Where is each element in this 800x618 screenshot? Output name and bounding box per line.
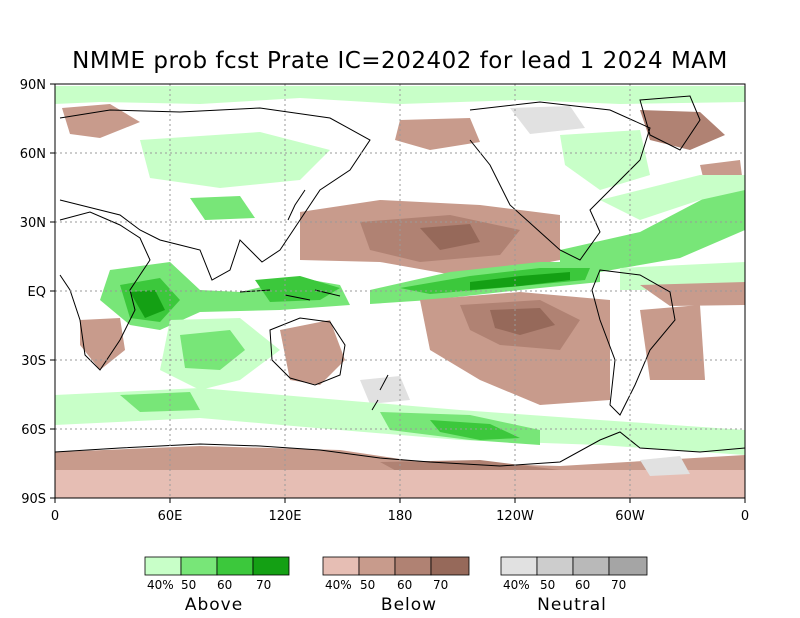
legend-tick: 50 [181,578,196,592]
coastline-new-zealand [371,374,389,411]
coastline-antarctica [55,431,745,467]
lon-label-60e: 60E [158,509,183,524]
axis-ticks [50,83,746,503]
legend-neutral: 40% 50 60 70 Neutral [500,556,648,615]
above-region [130,290,165,318]
legend-name-below: Below [381,595,437,615]
legend-swatch-above-50 [180,556,218,576]
neutral-region [640,456,690,476]
below-region [490,308,555,335]
lat-label-30n: 30N [20,216,46,231]
lon-label-120w: 120W [496,509,534,524]
legend-swatch-neutral-40 [500,556,538,576]
lat-label-60s: 60S [21,423,46,438]
lat-label-30s: 30S [21,354,46,369]
legend-tick: 70 [433,578,448,592]
legend-tick: 70 [611,578,626,592]
above-region [255,276,340,302]
below-region [420,224,480,250]
above-region [140,132,330,188]
neutral-region [510,106,585,134]
legend-tick: 40% [503,578,530,592]
lat-label-90s: 90S [21,492,46,507]
above-region [190,196,255,220]
legend-below: 40% 50 60 70 Below [322,556,470,615]
legend-swatch-below-50 [358,556,396,576]
coastline-australia [269,317,346,386]
legend-tick: 60 [575,578,590,592]
legend-swatch-below-40 [322,556,360,576]
below-region [80,318,125,370]
legend-swatch-above-40 [144,556,182,576]
legend-swatch-neutral-50 [536,556,574,576]
above-region [470,272,570,290]
legend-tick: 70 [256,578,271,592]
lon-label-180: 180 [388,509,413,524]
coastline-south-america [591,269,676,416]
legend-tick: 40% [147,578,174,592]
lon-label-0-right: 0 [741,509,749,524]
neutral-region [360,376,410,404]
legend-swatch-neutral-70 [608,556,648,576]
lat-label-60n: 60N [20,147,46,162]
coastline-africa [59,211,151,371]
below-region [640,110,725,150]
legend-name-above: Above [185,595,243,615]
lat-label-eq: EQ [28,285,46,300]
lon-label-60w: 60W [615,509,645,524]
lat-label-90n: 90N [20,78,46,93]
legend-tick: 40% [325,578,352,592]
above-region [560,185,745,276]
probability-field [55,86,745,498]
legend-swatch-above-60 [216,556,254,576]
map-title: NMME prob fcst Prate IC=202402 for lead … [72,48,728,74]
above-region [430,420,520,440]
below-region [395,118,480,150]
legend-swatch-below-60 [394,556,432,576]
legend-above: 40% 50 60 70 Above [144,556,290,615]
legend-tick: 50 [540,578,555,592]
legend-swatch-above-70 [252,556,290,576]
legend-swatch-neutral-60 [572,556,610,576]
lon-label-0-left: 0 [51,509,59,524]
below-region [62,104,140,138]
legend-tick: 60 [397,578,412,592]
legend-swatch-below-70 [430,556,470,576]
above-region [120,392,200,412]
below-region [640,305,705,380]
below-region [640,282,745,306]
above-region [560,130,650,190]
above-region [600,175,745,220]
legend-name-neutral: Neutral [537,595,607,615]
legend-tick: 60 [217,578,232,592]
below-region [280,320,345,385]
legend-tick: 50 [360,578,375,592]
coastline-japan [287,189,306,221]
coastline-greenland [639,95,701,151]
lon-label-120e: 120E [268,509,301,524]
grid-lines [55,84,745,498]
